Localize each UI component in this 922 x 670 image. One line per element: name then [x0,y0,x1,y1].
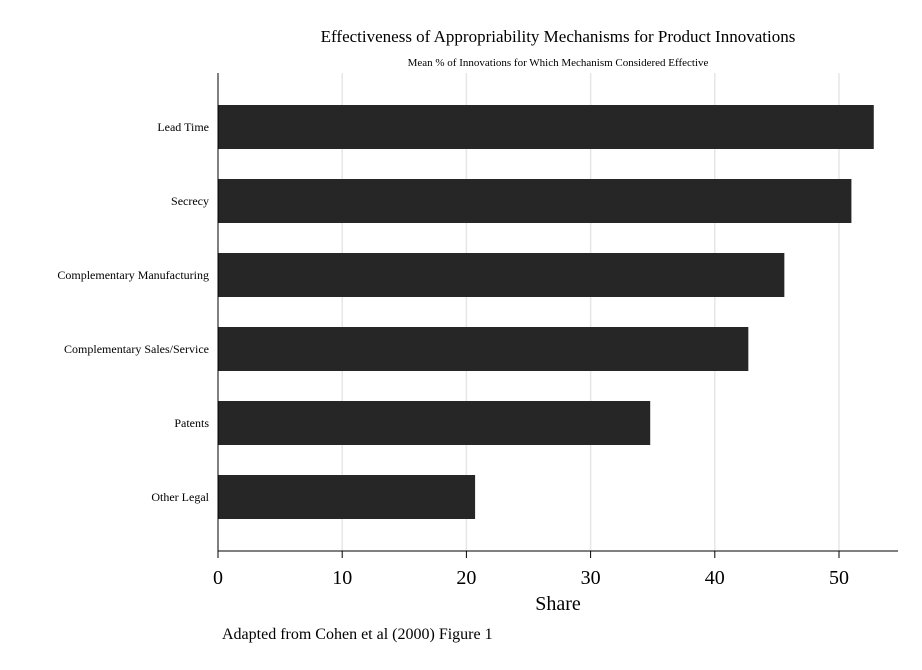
x-tick-label-20: 20 [456,567,476,589]
bar-other-legal [218,475,475,519]
category-label-patents: Patents [174,416,209,430]
category-label-complementary-sales-service: Complementary Sales/Service [64,342,209,356]
bar-patents [218,401,650,445]
x-tick-label-40: 40 [705,567,725,589]
source-note: Adapted from Cohen et al (2000) Figure 1 [222,626,493,643]
category-label-lead-time: Lead Time [157,120,209,134]
chart-title: Effectiveness of Appropriability Mechani… [321,27,796,46]
x-tick-label-50: 50 [829,567,849,589]
bar-lead-time [218,105,874,149]
category-label-secrecy: Secrecy [171,194,209,208]
x-axis-label: Share [535,593,581,615]
bar-complementary-sales-service [218,327,748,371]
bar-complementary-manufacturing [218,253,784,297]
x-axis-ticks: 0 10 20 30 40 50 [213,551,849,589]
category-label-other-legal: Other Legal [151,490,209,504]
chart-subtitle: Mean % of Innovations for Which Mechanis… [408,57,709,69]
bar-secrecy [218,179,851,223]
bars [218,105,874,519]
category-label-complementary-manufacturing: Complementary Manufacturing [57,268,209,282]
category-labels: Lead Time Secrecy Complementary Manufactur… [57,120,209,504]
x-tick-label-0: 0 [213,567,223,589]
x-tick-label-10: 10 [332,567,352,589]
x-tick-label-30: 30 [581,567,601,589]
